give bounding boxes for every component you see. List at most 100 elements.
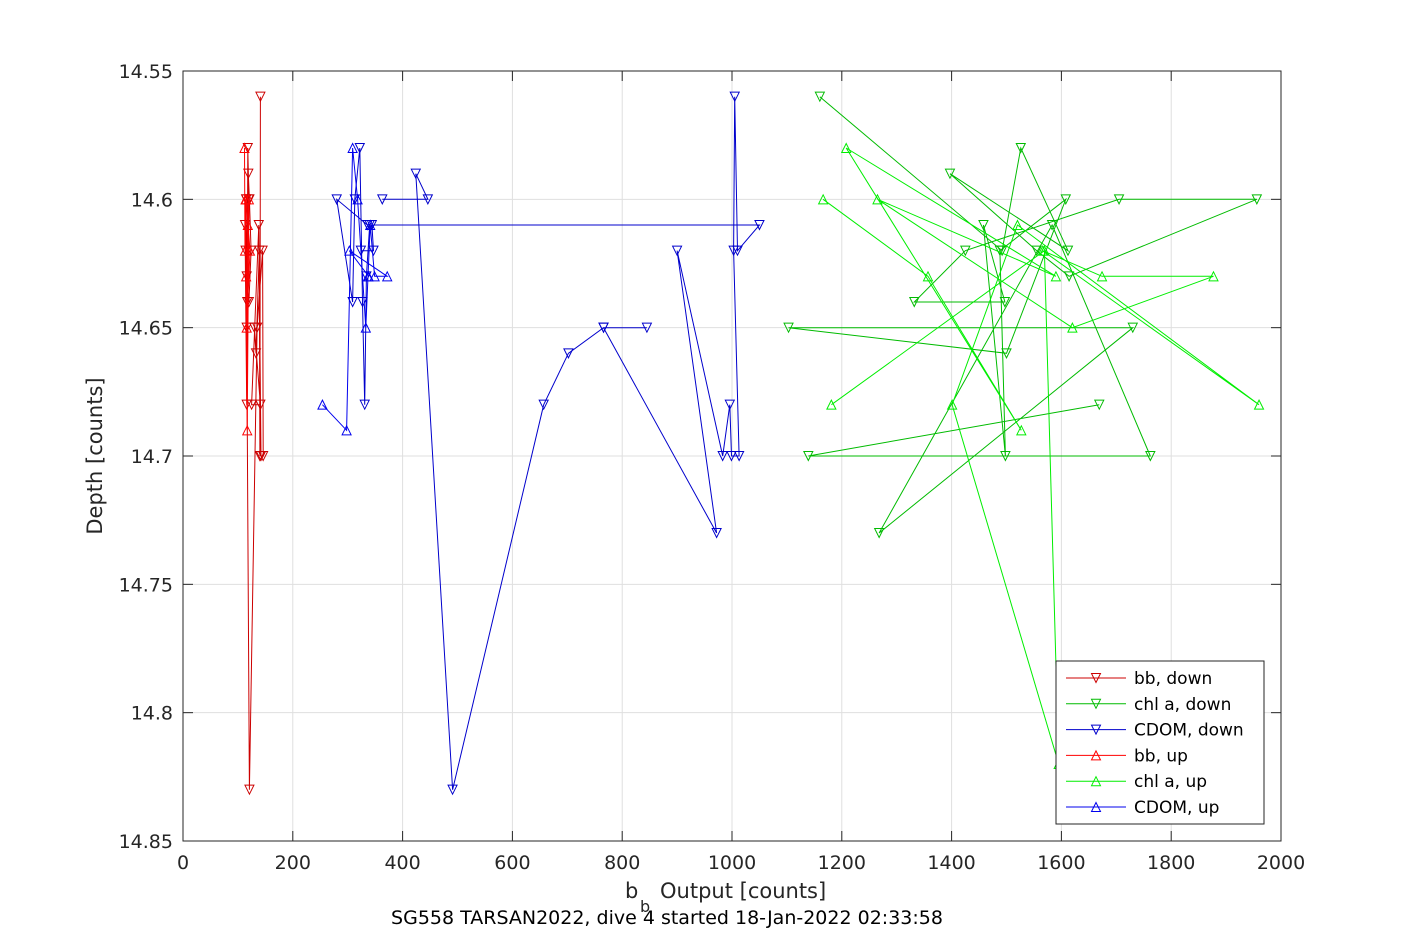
data-point — [244, 784, 255, 796]
legend-box — [1055, 660, 1265, 825]
data-point — [1093, 399, 1105, 411]
data-point — [922, 270, 934, 282]
data-point — [357, 297, 368, 308]
x-tick-label: 1600 — [1037, 852, 1085, 874]
data-point — [360, 322, 372, 333]
data-point — [317, 399, 328, 410]
axis-ticks: 0 200 400 600 800 1000 1200 1400 1600 1800 2000 14.… — [119, 61, 1306, 874]
data-point — [347, 142, 358, 153]
data-point — [257, 245, 268, 257]
legend-entry: chl a, down — [1066, 695, 1231, 715]
data-point — [908, 297, 920, 308]
series-5 — [317, 142, 393, 436]
data-point — [1096, 270, 1108, 282]
x-tick-label: 200 — [275, 852, 311, 874]
data-point — [711, 528, 722, 539]
data-point — [783, 322, 794, 334]
legend-label: CDOM, up — [1134, 798, 1219, 818]
legend-marker — [1090, 724, 1102, 736]
data-point — [331, 194, 343, 205]
data-point — [422, 194, 434, 205]
data-point — [873, 528, 885, 539]
series-4 — [817, 142, 1265, 769]
data-point — [344, 245, 355, 256]
data-point — [242, 219, 254, 230]
data-point — [368, 245, 379, 257]
data-point — [447, 784, 458, 796]
legend-label: chl a, up — [1134, 772, 1207, 792]
data-point — [341, 424, 352, 436]
data-point — [253, 220, 265, 231]
y-tick-label: 14.7 — [131, 446, 173, 468]
data-point — [1063, 271, 1075, 282]
data-point — [814, 91, 826, 103]
y-tick-label: 14.55 — [119, 61, 173, 83]
data-point — [251, 322, 263, 334]
x-tick-label: 1800 — [1147, 852, 1195, 874]
x-tick-label: 2000 — [1257, 852, 1305, 874]
data-point — [826, 399, 837, 410]
data-point — [1127, 322, 1139, 334]
data-point — [946, 399, 958, 410]
x-axis-label-main: b — [625, 879, 638, 903]
data-point — [1001, 348, 1012, 359]
data-point — [1145, 451, 1156, 462]
data-point — [369, 270, 380, 282]
legend-entry: bb, up — [1066, 746, 1188, 766]
data-point — [1050, 270, 1062, 282]
legend-label: bb, up — [1134, 746, 1188, 766]
data-point — [376, 194, 388, 205]
data-series — [239, 91, 1265, 796]
data-point — [671, 245, 683, 257]
data-point — [1000, 451, 1011, 462]
data-point — [255, 399, 266, 411]
data-point — [352, 193, 363, 205]
data-point — [1253, 399, 1265, 410]
data-point — [349, 194, 361, 205]
data-point — [244, 245, 256, 256]
legend-label: bb, down — [1134, 669, 1212, 689]
data-point — [239, 142, 250, 153]
data-point — [817, 193, 829, 205]
data-point — [354, 143, 366, 154]
y-axis-label: Depth [counts] — [83, 377, 107, 534]
series-3 — [239, 142, 256, 436]
series-1 — [783, 91, 1263, 539]
data-point — [960, 245, 971, 257]
series-line — [822, 147, 1260, 765]
y-tick-label: 14.75 — [119, 574, 173, 596]
legend: bb, down chl a, down CDOM, down bb, up chl a… — [1055, 660, 1265, 825]
x-tick-label: 800 — [604, 852, 640, 874]
legend-entry: CDOM, up — [1066, 798, 1219, 818]
x-tick-label: 600 — [494, 852, 530, 874]
y-tick-label: 14.85 — [119, 831, 173, 853]
x-tick-label: 1400 — [927, 852, 975, 874]
data-point — [733, 451, 745, 462]
data-point — [361, 271, 372, 282]
data-point — [1060, 194, 1072, 205]
figure-caption: SG558 TARSAN2022, dive 4 started 18-Jan-… — [391, 907, 943, 929]
data-point — [381, 270, 393, 282]
legend-entries: bb, down chl a, down CDOM, down bb, up chl a… — [1066, 669, 1244, 818]
data-point — [944, 168, 956, 180]
data-point — [1031, 245, 1042, 257]
data-point — [1208, 270, 1219, 282]
x-axis-label-subscript: b — [640, 897, 650, 916]
data-point — [732, 245, 743, 257]
x-tick-label: 400 — [384, 852, 420, 874]
series-line — [336, 96, 761, 790]
y-tick-label: 14.6 — [131, 189, 173, 211]
legend-marker — [1090, 801, 1102, 812]
data-point — [999, 297, 1011, 308]
data-point — [240, 193, 252, 205]
legend-entry: bb, down — [1066, 669, 1212, 689]
data-point — [1067, 322, 1078, 333]
data-point — [1015, 143, 1027, 154]
data-point — [1251, 194, 1263, 205]
data-point — [255, 91, 266, 103]
data-point — [366, 220, 378, 231]
data-point — [243, 168, 254, 180]
data-point — [359, 399, 371, 411]
data-point — [257, 451, 269, 462]
series-line — [788, 96, 1257, 534]
